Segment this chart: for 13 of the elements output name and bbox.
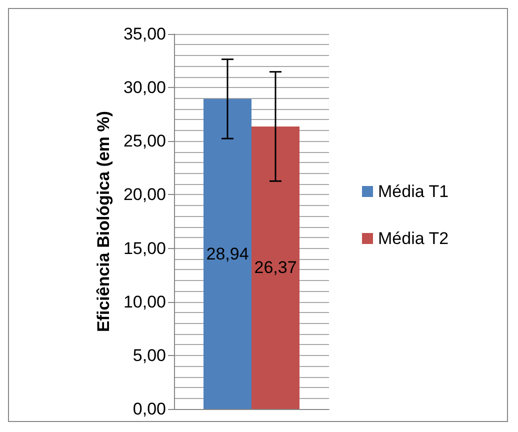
y-tick-label: 20,00 [123, 185, 166, 204]
legend-label: Média T2 [378, 229, 449, 248]
y-tick-label: 0,00 [132, 400, 166, 418]
legend-label: Média T1 [378, 182, 449, 201]
y-axis-title: Eficiência Biológica (em %) [94, 110, 113, 332]
y-tick-label: 15,00 [123, 238, 166, 258]
y-tick-label: 5,00 [132, 346, 166, 365]
data-label: 28,94 [206, 244, 249, 264]
y-tick-label: 30,00 [123, 78, 166, 98]
data-label: 26,37 [254, 258, 297, 278]
y-tick-label: 25,00 [123, 132, 166, 151]
y-tick-label: 10,00 [123, 292, 166, 312]
y-tick-label: 35,00 [123, 24, 166, 44]
